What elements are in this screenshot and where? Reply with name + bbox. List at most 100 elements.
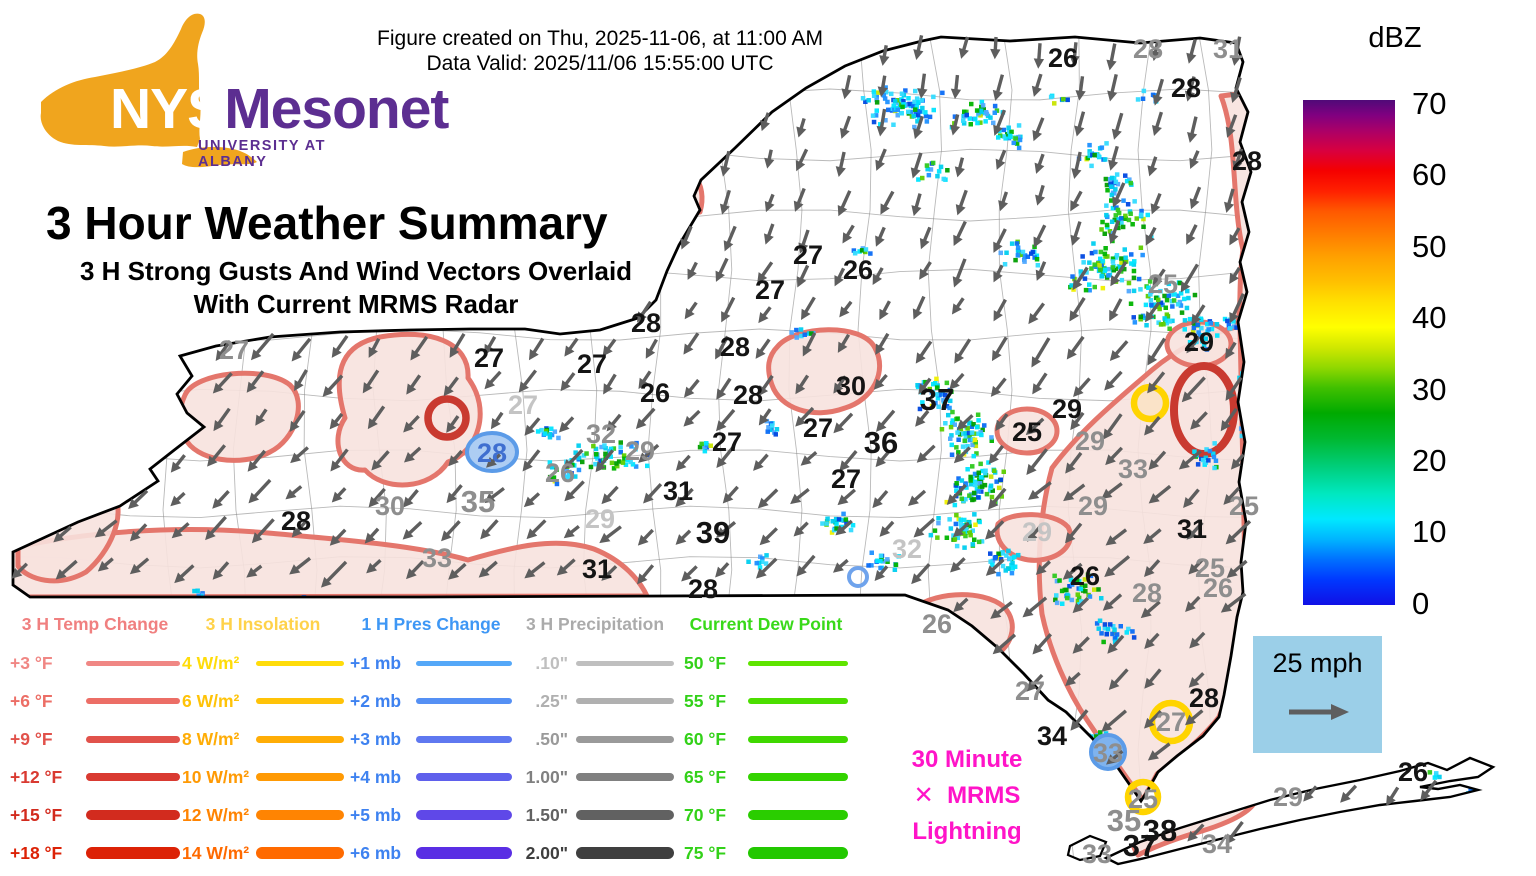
radar-pixel xyxy=(926,172,932,178)
wind-arrow xyxy=(758,306,772,324)
gust-value-label: 29 xyxy=(1052,394,1082,424)
wind-arrow xyxy=(1230,77,1242,104)
radar-pixel xyxy=(863,247,869,252)
wind-arrow xyxy=(1032,633,1053,655)
radar-pixel xyxy=(1074,577,1080,583)
wind-arrow xyxy=(798,229,810,254)
legend-row-label: +6 mb xyxy=(350,842,402,863)
radar-pixel xyxy=(852,251,858,256)
radar-pixel xyxy=(875,558,880,563)
wind-arrow xyxy=(1229,227,1241,246)
radar-pixel xyxy=(834,526,839,531)
wind-arrow xyxy=(212,561,230,580)
radar-pixel xyxy=(961,531,966,536)
wind-arrow xyxy=(213,407,231,432)
radar-pixel xyxy=(1102,622,1108,627)
radar-pixel xyxy=(1141,216,1146,222)
radar-pixel xyxy=(915,383,920,388)
radar-pixel xyxy=(1087,260,1092,265)
wind-arrow xyxy=(802,332,817,357)
radar-pixel xyxy=(1102,251,1108,257)
radar-pixel xyxy=(1060,601,1065,606)
gust-value-label: 27 xyxy=(1156,707,1186,737)
radar-pixel xyxy=(1113,187,1118,192)
radar-pixel xyxy=(1182,327,1187,332)
radar-pixel xyxy=(1005,566,1011,571)
gust-value-label: 30 xyxy=(836,371,866,401)
radar-pixel xyxy=(969,482,974,487)
radar-pixel xyxy=(615,463,620,469)
radar-pixel xyxy=(983,468,988,473)
radar-pixel xyxy=(974,481,979,486)
radar-pixel xyxy=(1141,88,1147,94)
radar-pixel xyxy=(934,392,939,397)
radar-pixel xyxy=(746,559,751,564)
wind-arrow xyxy=(403,446,422,463)
wind-arrow xyxy=(954,157,965,178)
radar-pixel xyxy=(843,517,849,522)
radar-pixel xyxy=(987,488,993,494)
radar-pixel xyxy=(992,555,998,561)
wind-arrow xyxy=(908,489,927,507)
legend-line-swatch xyxy=(748,810,848,820)
radar-pixel xyxy=(980,427,985,433)
radar-pixel xyxy=(831,527,837,533)
wind-arrow xyxy=(1073,377,1091,397)
wind-arrow xyxy=(403,414,420,433)
radar-pixel xyxy=(576,455,582,461)
radar-pixel xyxy=(1211,451,1216,456)
wind-arrow xyxy=(719,189,731,215)
temp-contour xyxy=(335,331,483,488)
wind-arrow xyxy=(367,405,386,430)
radar-pixel xyxy=(999,494,1004,499)
radar-pixel xyxy=(967,434,972,439)
legend-row: +3 °F xyxy=(10,644,180,682)
radar-pixel xyxy=(1094,621,1100,626)
radar-pixel xyxy=(979,539,985,544)
radar-pixel xyxy=(1079,748,1085,753)
legend-row: .50" xyxy=(516,720,674,758)
gust-value-label: 32 xyxy=(586,419,616,449)
radar-pixel xyxy=(970,542,975,547)
gust-value-label: 27 xyxy=(755,275,785,305)
wind-arrow xyxy=(872,489,889,509)
radar-pixel xyxy=(759,559,765,565)
wind-arrow xyxy=(795,374,810,395)
radar-pixel xyxy=(1182,318,1188,323)
legend-row: 65 °F xyxy=(684,758,848,796)
wind-arrow xyxy=(1025,417,1045,436)
wind-arrow xyxy=(1186,521,1204,540)
wind-arrow xyxy=(917,73,928,99)
gust-value-label: 28 xyxy=(281,506,311,536)
radar-pixel xyxy=(1035,263,1041,268)
wind-arrow xyxy=(801,296,816,320)
radar-pixel xyxy=(1257,446,1263,451)
radar-pixel xyxy=(556,435,561,441)
radar-pixel xyxy=(913,88,918,94)
colorbar-title: dBZ xyxy=(1368,22,1422,54)
radar-pixel xyxy=(949,442,954,448)
radar-pixel xyxy=(1132,320,1138,325)
gust-value-label: 28 xyxy=(1132,578,1162,608)
legend-line-swatch xyxy=(86,773,180,781)
radar-pixel xyxy=(968,532,973,538)
legend-row: .25" xyxy=(516,682,674,720)
wind-arrow xyxy=(952,521,970,538)
legend-line-swatch xyxy=(576,698,674,704)
legend-column-header: 3 H Insolation xyxy=(205,614,321,634)
radar-pixel xyxy=(967,530,972,535)
radar-pixel xyxy=(885,557,890,562)
wind-arrow xyxy=(212,372,233,394)
radar-pixel xyxy=(969,430,975,435)
radar-pixel xyxy=(1132,199,1137,204)
radar-pixel xyxy=(1204,447,1209,452)
radar-pixel xyxy=(1111,624,1116,629)
radar-pixel xyxy=(1113,179,1119,185)
radar-pixel xyxy=(834,521,839,527)
wind-arrow xyxy=(946,483,967,505)
wind-arrow xyxy=(1065,451,1083,474)
wind-arrow xyxy=(1104,555,1131,577)
gust-value-label: 35 xyxy=(461,484,495,519)
wind-arrow xyxy=(606,413,622,432)
radar-pixel xyxy=(1138,212,1144,217)
